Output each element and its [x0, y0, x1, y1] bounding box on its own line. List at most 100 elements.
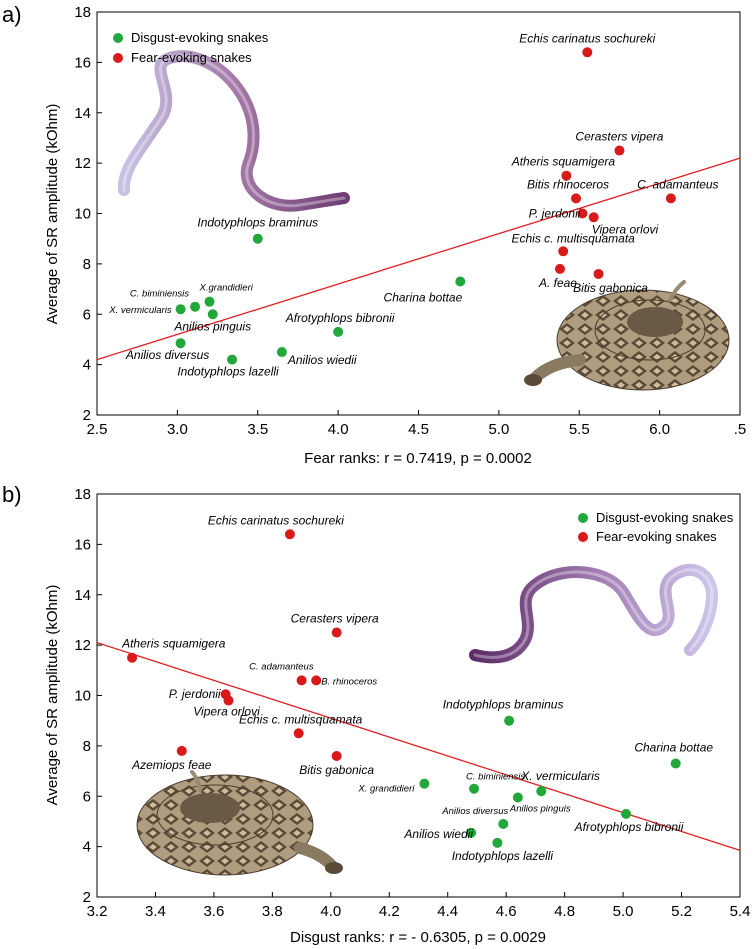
point-a-s0-7	[276, 347, 287, 358]
x-tick-label-b-1: 3.4	[145, 903, 166, 920]
point-label-a-s0-5: Anilios diversus	[125, 348, 209, 362]
y-tick-label-a-6: 14	[74, 105, 91, 122]
x-tick-label-a-4: 4.5	[408, 421, 429, 438]
point-a-s1-5	[577, 208, 588, 219]
x-tick-label-a-5: 5.0	[488, 421, 509, 438]
y-tick-label-a-1: 4	[83, 357, 91, 374]
legend-b: Disgust-evoking snakes Fear-evoking snak…	[578, 510, 734, 544]
y-tick-label-b-8: 18	[74, 486, 91, 503]
y-ticks-a: 2 4 6 8 10 12 14 16 18	[74, 4, 102, 424]
point-a-s0-0	[252, 233, 263, 244]
point-label-a-s1-4: C. adamanteus	[637, 177, 718, 191]
point-b-s0-6	[498, 818, 509, 829]
point-a-s0-2	[190, 301, 201, 312]
point-b-s0-1	[670, 758, 681, 769]
blind-snake-illustration-b	[469, 564, 719, 664]
legend-b-disgust-label: Disgust-evoking snakes	[596, 510, 734, 525]
point-label-a-s1-2: Atheris squamigera	[511, 155, 616, 169]
point-label-b-s1-0: Echis carinatus sochureki	[208, 513, 344, 527]
viper-illustration	[524, 280, 730, 391]
point-label-b-s0-1: Charina bottae	[634, 741, 713, 755]
point-b-s0-0	[504, 715, 515, 726]
x-axis-title-a: Fear ranks: r = 0.7419, p = 0.0002	[304, 450, 532, 467]
point-label-a-s1-3: Bitis rhinoceros	[527, 177, 609, 191]
point-label-b-s1-9: Bitis gabonica	[299, 763, 374, 777]
y-tick-label-a-3: 8	[83, 256, 91, 273]
point-label-b-s1-1: Cerasters vipera	[291, 612, 379, 626]
point-a-s1-8	[554, 263, 565, 274]
point-a-s0-5	[175, 338, 186, 349]
point-label-a-s0-0: Indotyphlops braminus	[197, 216, 318, 230]
x-tick-label-b-8: 4.8	[554, 903, 575, 920]
viper-illustration-b	[136, 770, 343, 876]
x-tick-label-b-6: 4.4	[437, 903, 458, 920]
point-label-b-s0-3: C. biminiensis	[466, 772, 525, 783]
panel-a: a) 2.5 3.0 3.5 4.0 4.5 5.0 5.5 6.0 .5 2 4 6 8 10 12 14…	[2, 2, 746, 467]
point-label-a-s1-7: Echis c. multisquamata	[511, 231, 635, 245]
x-tick-label-a-6: 5.5	[569, 421, 590, 438]
y-tick-label-b-6: 14	[74, 587, 91, 604]
point-b-s0-4	[536, 786, 547, 797]
point-b-s1-6	[223, 695, 234, 706]
regression-line-b	[96, 641, 741, 852]
point-a-s0-6	[227, 354, 238, 365]
point-b-s1-4	[311, 675, 322, 686]
point-b-s1-2	[127, 652, 138, 663]
point-a-s1-0	[582, 47, 593, 58]
x-tick-label-b-7: 4.6	[496, 903, 517, 920]
point-a-s1-9	[593, 268, 604, 279]
legend-b-disgust-marker	[578, 513, 588, 523]
x-tick-label-a-3: 4.0	[328, 421, 349, 438]
point-label-b-s0-0: Indotyphlops braminus	[443, 698, 564, 712]
point-a-s0-9	[455, 276, 466, 287]
point-a-s0-3	[204, 296, 215, 307]
panel-b: b) 3.2 3.4 3.6 3.8 4.0 4.2 4.4 4.6 4.8 5.0 5.2 5.4 …	[2, 482, 750, 946]
point-b-s0-2	[419, 778, 430, 789]
point-label-b-s0-8: Indotyphlops lazelli	[452, 849, 554, 863]
point-a-s1-6	[588, 212, 599, 223]
point-label-b-s1-5: P. jerdonii	[169, 687, 221, 701]
point-a-s1-1	[614, 145, 625, 156]
point-label-a-s0-8: Afrotyphlops bibronii	[285, 311, 395, 325]
regression-line-a	[96, 157, 741, 361]
point-a-s1-7	[558, 246, 569, 257]
y-tick-label-b-1: 4	[83, 839, 91, 856]
y-tick-label-b-2: 6	[83, 788, 91, 805]
point-label-b-s0-9: Afrotyphlops bibronii	[574, 820, 684, 834]
point-b-s1-0	[284, 529, 295, 540]
y-tick-label-a-2: 6	[83, 306, 91, 323]
x-tick-label-a-7: 6.0	[649, 421, 670, 438]
point-b-s1-3	[296, 675, 307, 686]
point-label-a-s0-2: C. biminiensis	[130, 289, 189, 300]
y-tick-label-b-3: 8	[83, 738, 91, 755]
x-ticks-a: 2.5 3.0 3.5 4.0 4.5 5.0 5.5 6.0 .5	[87, 410, 746, 438]
point-label-a-s0-6: Indotyphlops lazelli	[177, 365, 279, 379]
point-label-b-s1-4: B. rhinoceros	[321, 676, 377, 687]
legend-a-disgust-marker	[113, 33, 123, 43]
x-tick-label-b-11: 5.4	[730, 903, 751, 920]
point-label-a-s0-3: X.grandidieri	[199, 283, 254, 294]
x-tick-label-b-4: 4.0	[320, 903, 341, 920]
y-ticks-b: 2 4 6 8 10 12 14 16 18	[74, 486, 102, 906]
point-a-s0-8	[333, 326, 344, 337]
legend-a-fear-marker	[113, 53, 123, 63]
point-label-a-s1-9: Bitis gabonica	[573, 281, 648, 295]
point-label-b-s0-2: X. grandidieri	[357, 784, 415, 795]
y-tick-label-a-4: 10	[74, 206, 91, 223]
y-tick-label-a-7: 16	[74, 54, 91, 71]
y-tick-label-b-0: 2	[83, 889, 91, 906]
y-tick-label-b-4: 10	[74, 688, 91, 705]
point-b-s0-5	[512, 792, 523, 803]
point-b-s1-8	[176, 745, 187, 756]
y-tick-label-a-8: 18	[74, 4, 91, 21]
point-label-b-s1-7: Echis c. multisquamata	[239, 712, 363, 726]
legend-a-fear-label: Fear-evoking snakes	[131, 50, 252, 65]
point-label-a-s0-7: Anilios wiedii	[287, 353, 357, 367]
y-tick-label-b-7: 16	[74, 536, 91, 553]
panel-a-label: a)	[2, 2, 22, 27]
point-b-s1-9	[331, 750, 342, 761]
point-label-a-s1-6: Vipera orlovi	[592, 222, 659, 236]
x-tick-label-b-10: 5.2	[671, 903, 692, 920]
point-label-b-s1-8: Azemiops feae	[131, 758, 212, 772]
point-b-s0-3	[469, 783, 480, 794]
